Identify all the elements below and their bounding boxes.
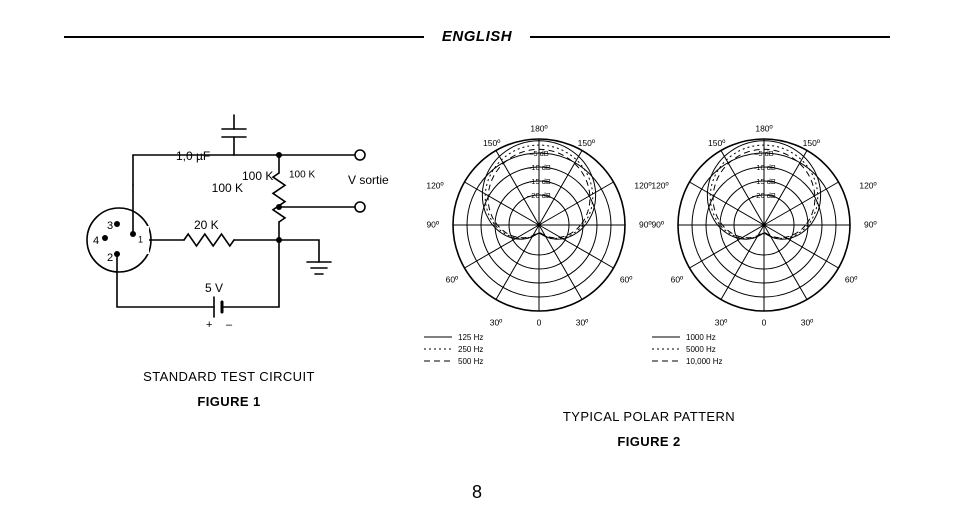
svg-text:100 K: 100 K [289, 170, 315, 181]
svg-text:100 K: 100 K [212, 181, 243, 195]
rule-right [530, 36, 890, 38]
svg-text:1,0 µF: 1,0 µF [176, 149, 210, 163]
svg-text:90º: 90º [426, 219, 439, 229]
svg-text:150º: 150º [483, 138, 500, 148]
svg-text:4: 4 [93, 235, 99, 247]
svg-text:60º: 60º [845, 275, 858, 285]
svg-text:–: – [226, 319, 233, 331]
svg-text:+: + [206, 319, 212, 331]
svg-text:90º: 90º [639, 219, 652, 229]
svg-text:150º: 150º [708, 138, 725, 148]
figure-1-label: FIGURE 1 [64, 394, 394, 409]
svg-text:120º: 120º [634, 181, 651, 191]
svg-text:120º: 120º [651, 181, 668, 191]
svg-text:150º: 150º [803, 138, 820, 148]
svg-text:3: 3 [107, 220, 113, 232]
svg-text:–15 dB: –15 dB [527, 177, 551, 186]
svg-text:–10 dB: –10 dB [527, 163, 551, 172]
language-label: ENGLISH [442, 28, 512, 45]
svg-text:125 Hz: 125 Hz [458, 333, 483, 342]
rule-left [64, 36, 424, 38]
svg-text:150º: 150º [578, 138, 595, 148]
svg-text:30º: 30º [576, 317, 589, 327]
svg-text:180º: 180º [755, 123, 772, 133]
svg-text:90º: 90º [651, 219, 664, 229]
svg-text:120º: 120º [859, 181, 876, 191]
figure-2-title: TYPICAL POLAR PATTERN [404, 409, 894, 424]
svg-text:–15 dB: –15 dB [752, 177, 776, 186]
svg-text:–5 dB: –5 dB [754, 149, 774, 158]
svg-text:–20 dB: –20 dB [752, 191, 776, 200]
svg-text:0: 0 [762, 317, 767, 327]
figure-1: 342120 K100 K1,0 µFV sortie+–5 V100 K100… [64, 85, 394, 449]
svg-text:5000 Hz: 5000 Hz [686, 345, 716, 354]
svg-text:90º: 90º [864, 219, 877, 229]
svg-text:180º: 180º [530, 123, 547, 133]
svg-text:V sortie: V sortie [348, 173, 389, 187]
svg-text:0: 0 [537, 317, 542, 327]
svg-text:120º: 120º [426, 181, 443, 191]
figure-2: 180º150º150º120º120º90º90º60º60º30º30º0–… [404, 85, 894, 449]
svg-text:–10 dB: –10 dB [752, 163, 776, 172]
page-number: 8 [0, 482, 954, 503]
svg-text:30º: 30º [801, 317, 814, 327]
figure-2-label: FIGURE 2 [404, 434, 894, 449]
svg-text:30º: 30º [490, 317, 503, 327]
svg-text:1000 Hz: 1000 Hz [686, 333, 716, 342]
polar-pattern-diagram: 180º150º150º120º120º90º90º60º60º30º30º0–… [404, 85, 894, 385]
svg-text:10,000 Hz: 10,000 Hz [686, 357, 722, 366]
svg-text:60º: 60º [446, 275, 459, 285]
svg-text:100 K: 100 K [242, 169, 273, 183]
header-rule: ENGLISH [64, 28, 890, 45]
figure-1-title: STANDARD TEST CIRCUIT [64, 369, 394, 384]
svg-text:60º: 60º [620, 275, 633, 285]
circuit-diagram: 342120 K100 K1,0 µFV sortie+–5 V100 K100… [64, 85, 394, 345]
svg-text:2: 2 [107, 252, 113, 264]
svg-text:60º: 60º [671, 275, 684, 285]
svg-text:–5 dB: –5 dB [529, 149, 549, 158]
svg-text:1: 1 [138, 234, 143, 244]
svg-text:250 Hz: 250 Hz [458, 345, 483, 354]
svg-text:30º: 30º [715, 317, 728, 327]
svg-text:500 Hz: 500 Hz [458, 357, 483, 366]
svg-text:20 K: 20 K [194, 218, 219, 232]
svg-text:–20 dB: –20 dB [527, 191, 551, 200]
svg-text:5 V: 5 V [205, 281, 223, 295]
